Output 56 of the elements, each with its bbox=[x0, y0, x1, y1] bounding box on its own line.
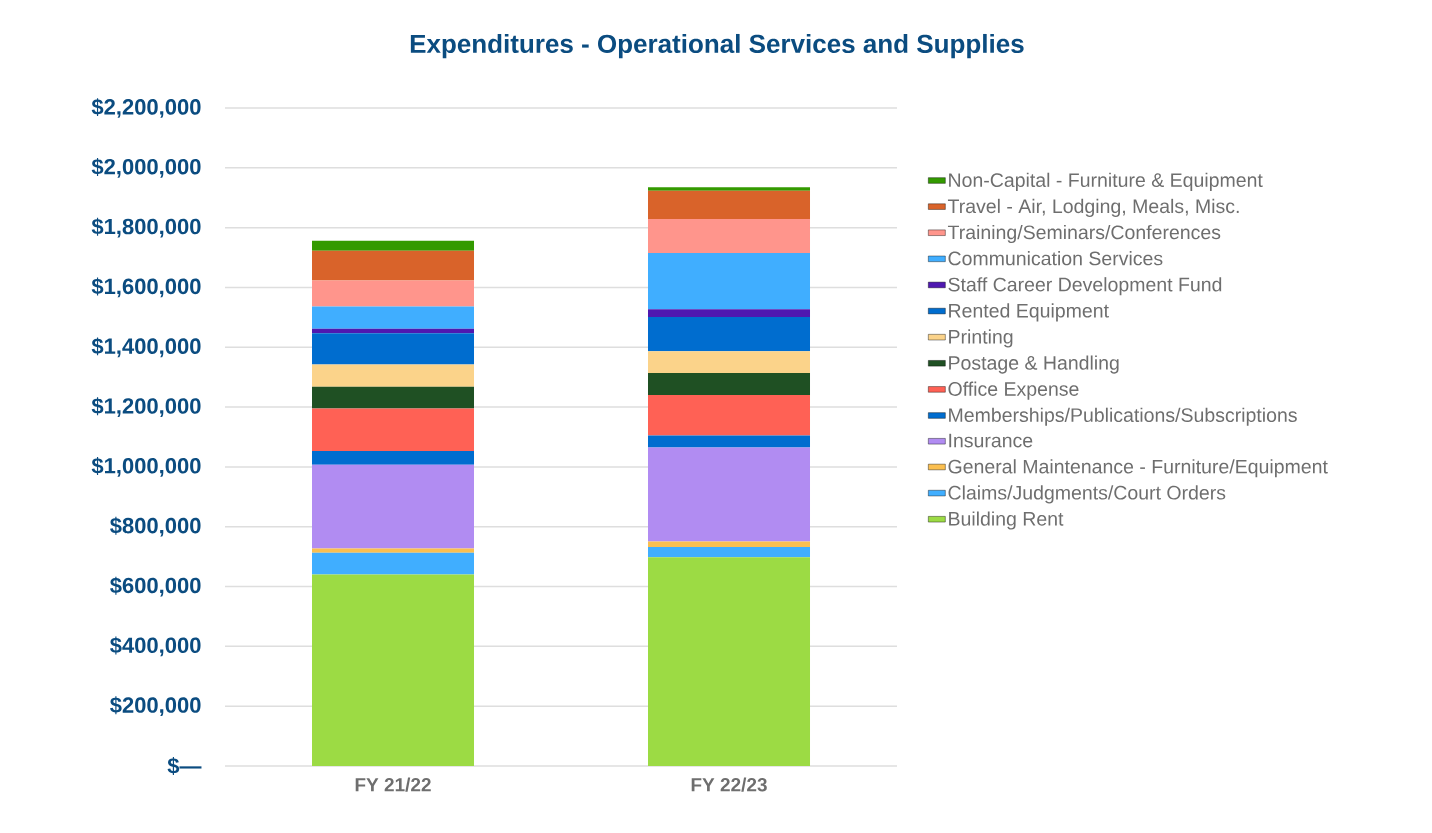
y-tick-label: $1,800,000 bbox=[91, 217, 201, 238]
bar bbox=[312, 574, 474, 766]
bar bbox=[648, 372, 811, 396]
legend-label: Printing bbox=[949, 329, 1013, 348]
legend-label: Building Rent bbox=[949, 511, 1064, 530]
bar bbox=[312, 280, 474, 307]
bar bbox=[312, 408, 474, 452]
y-tick-label: $2,200,000 bbox=[91, 98, 201, 118]
bar bbox=[648, 253, 811, 310]
bar bbox=[312, 240, 474, 251]
bar bbox=[312, 364, 474, 387]
x-tick-label: FY 21/22 bbox=[355, 777, 431, 792]
y-tick-label: $800,000 bbox=[110, 516, 201, 537]
bar bbox=[312, 464, 474, 549]
bar bbox=[312, 451, 474, 465]
bar bbox=[312, 548, 474, 553]
legend-label: Insurance bbox=[949, 433, 1033, 448]
bar bbox=[648, 547, 811, 558]
legend-label: Rented Equipment bbox=[949, 303, 1109, 322]
legend-label: Postage & Handling bbox=[949, 355, 1119, 374]
legend-label: General Maintenance - Furniture/Equipment bbox=[948, 459, 1328, 478]
y-tick-label: $2,000,000 bbox=[91, 157, 201, 178]
bar bbox=[648, 557, 811, 766]
legend-label: Memberships/Publications/Subscriptions bbox=[949, 407, 1297, 426]
legend-label: Communication Services bbox=[948, 251, 1163, 266]
bar bbox=[648, 447, 811, 542]
legend-label: Office Expense bbox=[948, 381, 1079, 400]
legend-label: Training/Seminars/Conferences bbox=[947, 224, 1221, 244]
bar bbox=[312, 552, 474, 575]
bar bbox=[312, 386, 474, 409]
legend-label: Non-Capital - Furniture & Equipment bbox=[949, 172, 1263, 191]
y-tick-label: $400,000 bbox=[110, 636, 201, 657]
bar bbox=[312, 306, 474, 329]
legend-label: Claims/Judgments/Court Orders bbox=[948, 485, 1226, 504]
y-tick-label: $1,000,000 bbox=[91, 457, 201, 477]
legend-label: Travel - Air, Lodging, Meals, Misc. bbox=[947, 198, 1239, 217]
y-tick-label: $200,000 bbox=[110, 696, 201, 717]
bar bbox=[648, 190, 811, 219]
bar bbox=[312, 333, 474, 365]
chart-title: Expenditures - Operational Services and Supplies bbox=[410, 33, 1024, 59]
bar bbox=[648, 309, 811, 318]
bar bbox=[648, 435, 811, 448]
legend-label: Staff Career Development Fund bbox=[948, 277, 1222, 296]
bar bbox=[648, 317, 811, 352]
bar bbox=[648, 541, 811, 548]
y-tick-label: $1,400,000 bbox=[91, 337, 201, 358]
bar bbox=[312, 250, 474, 281]
y-tick-label: $1,600,000 bbox=[91, 277, 201, 298]
y-tick-label: $600,000 bbox=[110, 576, 201, 597]
y-tick-label: $1,200,000 bbox=[91, 397, 201, 417]
x-tick-label: FY 22/23 bbox=[691, 777, 767, 792]
bar bbox=[648, 351, 811, 373]
bar bbox=[648, 395, 811, 436]
y-tick-label: $— bbox=[167, 757, 202, 775]
bar bbox=[648, 218, 811, 254]
bar bbox=[648, 187, 811, 191]
